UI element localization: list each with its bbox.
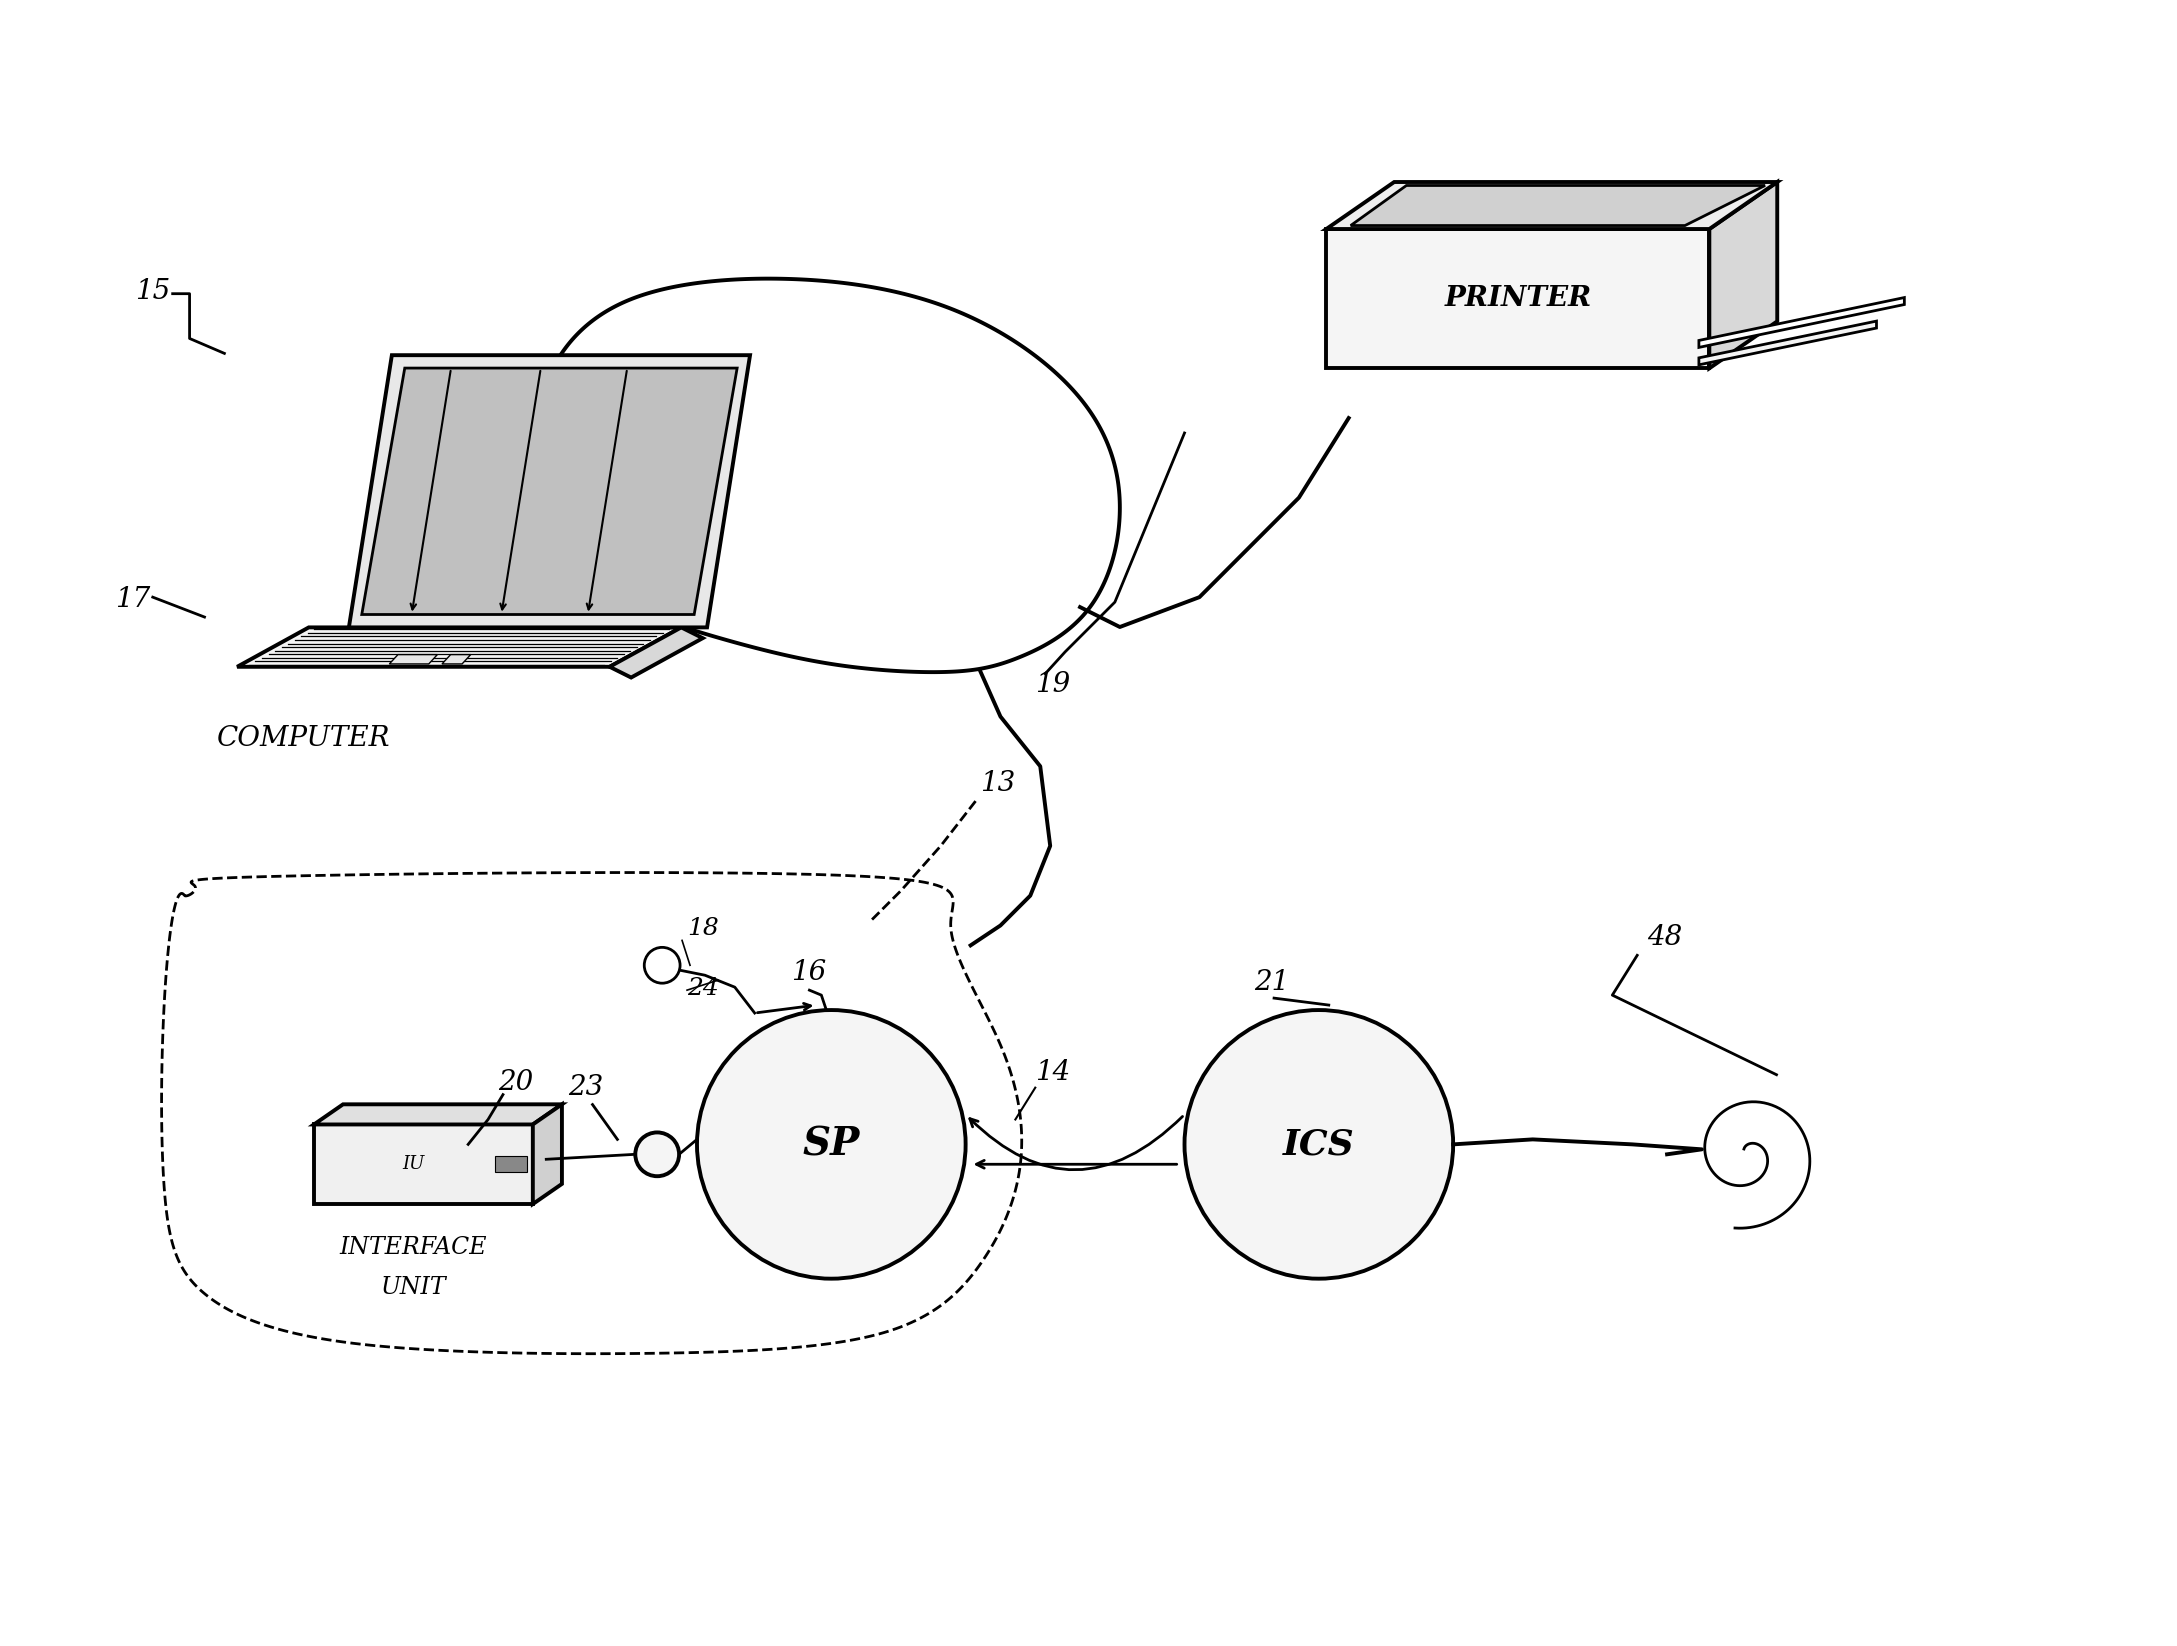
Text: 20: 20 <box>499 1068 533 1096</box>
Circle shape <box>697 1011 967 1279</box>
Bar <box>494 1155 527 1172</box>
Text: 19: 19 <box>1036 670 1071 698</box>
Polygon shape <box>313 1104 562 1124</box>
Polygon shape <box>313 1124 533 1205</box>
Text: 23: 23 <box>568 1073 603 1101</box>
Text: PRINTER: PRINTER <box>1443 285 1591 313</box>
Circle shape <box>1184 1011 1452 1279</box>
Polygon shape <box>533 278 1119 672</box>
Text: 24: 24 <box>688 978 718 1001</box>
Polygon shape <box>1326 229 1709 369</box>
Polygon shape <box>1350 186 1766 226</box>
Text: SP: SP <box>803 1126 860 1164</box>
Text: 13: 13 <box>980 770 1017 797</box>
Text: 17: 17 <box>115 586 150 612</box>
Text: INTERFACE: INTERFACE <box>340 1236 488 1259</box>
Polygon shape <box>442 655 470 663</box>
Text: 18: 18 <box>688 917 718 940</box>
Polygon shape <box>533 1104 562 1205</box>
Polygon shape <box>390 655 438 663</box>
Text: 48: 48 <box>1648 925 1683 951</box>
Polygon shape <box>348 356 751 627</box>
Text: 15: 15 <box>135 278 170 305</box>
Text: COMPUTER: COMPUTER <box>218 726 390 752</box>
Text: 14: 14 <box>1036 1058 1071 1086</box>
Text: UNIT: UNIT <box>381 1276 446 1299</box>
Polygon shape <box>1326 183 1776 229</box>
Polygon shape <box>361 369 738 614</box>
Polygon shape <box>610 627 703 678</box>
Polygon shape <box>1698 321 1877 365</box>
Text: ICS: ICS <box>1282 1128 1354 1162</box>
Text: 21: 21 <box>1254 969 1289 996</box>
Polygon shape <box>1709 183 1776 369</box>
Text: 16: 16 <box>792 960 827 986</box>
Text: IU: IU <box>403 1155 425 1174</box>
Polygon shape <box>1698 298 1905 347</box>
Circle shape <box>636 1132 679 1177</box>
Polygon shape <box>237 627 681 667</box>
